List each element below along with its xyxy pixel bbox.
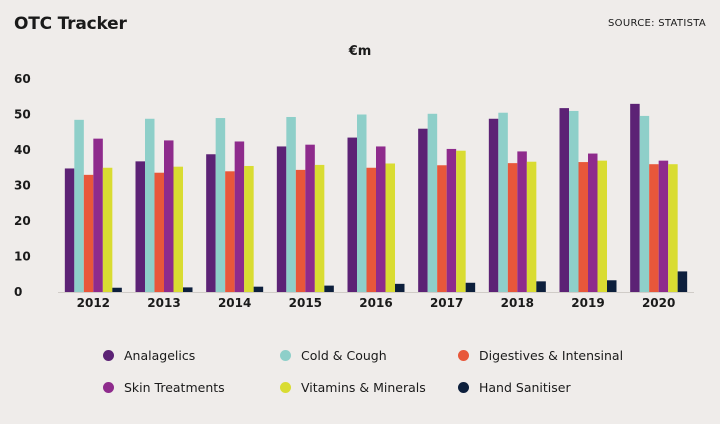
y-axis-unit-label: €m	[348, 44, 372, 59]
bar	[145, 118, 155, 292]
bar	[418, 128, 428, 292]
bar	[244, 165, 254, 292]
bar	[649, 164, 659, 292]
bar	[658, 160, 669, 292]
bar	[74, 119, 84, 292]
legend-label: Analagelics	[124, 348, 196, 363]
bar	[578, 162, 588, 292]
legend-item: Hand Sanitiser	[458, 380, 571, 395]
bar	[164, 140, 174, 292]
x-tick-label: 2017	[430, 296, 463, 310]
bar	[536, 281, 546, 292]
bar	[488, 118, 499, 292]
bar	[225, 171, 235, 292]
x-tick-label: 2013	[147, 296, 180, 310]
bar	[677, 271, 688, 292]
bar	[437, 165, 447, 292]
bar	[588, 153, 598, 292]
legend-item: Cold & Cough	[280, 348, 387, 363]
bar	[357, 114, 367, 292]
bar	[93, 138, 103, 292]
bar	[64, 168, 75, 292]
y-tick-label: 0	[14, 285, 22, 299]
bar	[498, 112, 508, 292]
x-tick-label: 2015	[289, 296, 322, 310]
legend-label: Skin Treatments	[124, 380, 225, 395]
bar	[668, 164, 678, 292]
bar	[83, 174, 94, 292]
legend-label: Digestives & Intensinal	[479, 348, 624, 363]
bar	[446, 148, 457, 292]
bar	[607, 280, 617, 292]
bar	[324, 285, 334, 292]
bar	[395, 283, 405, 292]
bar	[597, 160, 607, 292]
legend-label: Vitamins & Minerals	[301, 380, 426, 395]
x-tick-label: 2018	[501, 296, 534, 310]
x-tick-label: 2014	[218, 296, 251, 310]
legend-item: Vitamins & Minerals	[280, 380, 426, 395]
y-tick-label: 10	[14, 250, 31, 264]
bar	[559, 108, 569, 292]
legend-item: Skin Treatments	[103, 380, 225, 395]
bar	[154, 172, 164, 292]
legend-swatch	[458, 350, 469, 361]
bar	[295, 169, 306, 292]
y-tick-label: 20	[14, 214, 31, 228]
bar	[569, 110, 579, 292]
x-tick-label: 2020	[642, 296, 675, 310]
x-tick-label: 2016	[359, 296, 392, 310]
bar	[112, 287, 122, 292]
legend-label: Cold & Cough	[301, 348, 387, 363]
bar	[276, 146, 287, 292]
legend-item: Digestives & Intensinal	[458, 348, 623, 363]
bar	[135, 161, 145, 292]
bar	[630, 103, 640, 292]
y-tick-label: 50	[14, 108, 31, 122]
bar	[102, 167, 113, 292]
bar	[314, 164, 325, 292]
bar	[215, 118, 226, 292]
legend-item: Analagelics	[103, 348, 195, 363]
bar	[639, 115, 650, 292]
bar-chart: 0 10 20 30 40 50 60 2012 2013 2014 2015 2016 2017 201…	[14, 72, 694, 310]
bar	[507, 163, 518, 292]
legend-swatch	[280, 350, 291, 361]
bar	[427, 113, 438, 292]
legend-swatch	[458, 382, 469, 393]
bar	[347, 137, 357, 292]
x-tick-label: 2012	[77, 296, 110, 310]
bar	[456, 150, 466, 292]
bar	[206, 154, 216, 292]
chart-legend: Analagelics Cold & Cough Digestives & Inte…	[0, 340, 720, 400]
bar	[183, 287, 193, 292]
y-tick-label: 30	[14, 179, 31, 193]
y-tick-label: 60	[14, 72, 31, 86]
bar	[465, 282, 476, 292]
bar	[376, 146, 386, 292]
bar	[234, 141, 245, 292]
bar	[385, 163, 395, 292]
y-tick-label: 40	[14, 143, 31, 157]
source-label: SOURCE: STATISTA	[608, 18, 706, 29]
x-tick-label: 2019	[571, 296, 604, 310]
bar	[253, 286, 264, 292]
legend-swatch	[103, 382, 114, 393]
bar	[286, 116, 296, 292]
bar	[173, 166, 183, 292]
legend-swatch	[280, 382, 291, 393]
legend-label: Hand Sanitiser	[479, 380, 571, 395]
bar	[526, 161, 537, 292]
chart-title: OTC Tracker	[14, 14, 127, 34]
bar	[366, 167, 376, 292]
bar	[305, 144, 315, 292]
bar	[517, 151, 527, 292]
legend-swatch	[103, 350, 114, 361]
